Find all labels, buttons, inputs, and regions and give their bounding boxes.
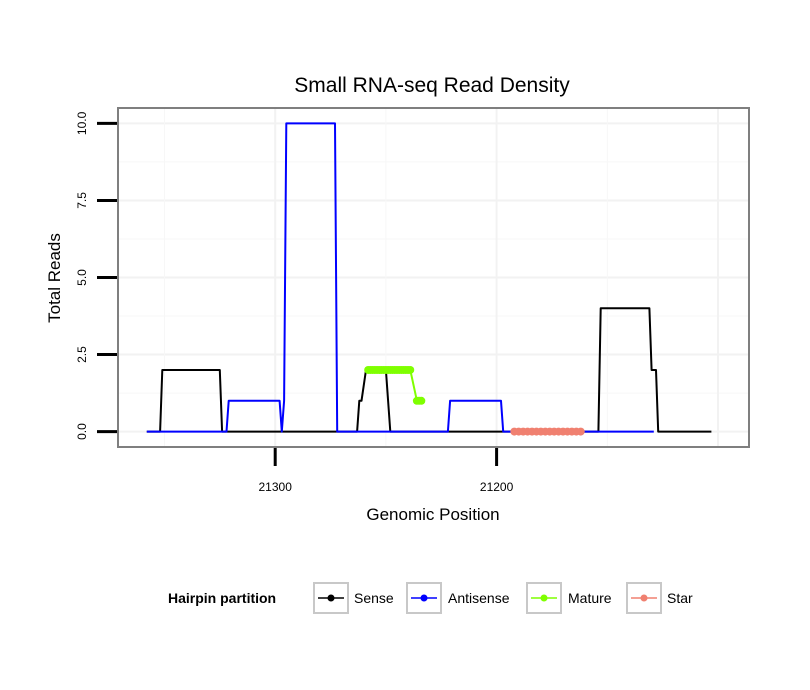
y-axis: 0.0 2.5 5.0 7.5 10.0 [75,111,117,440]
y-tick-label: 0.0 [75,423,89,440]
legend-item-sense: Sense [313,582,394,614]
series-antisense [146,122,654,433]
x-tick-label: 21300 [259,480,293,494]
legend-label-mature: Mature [568,590,612,606]
x-axis-title: Genomic Position [366,505,499,524]
legend-label-sense: Sense [354,590,394,606]
series-mature [364,365,426,405]
legend-item-mature: Mature [526,582,612,614]
data-point-mature [417,396,426,405]
legend-swatch-antisense [420,594,428,602]
series-star [510,427,585,436]
y-axis-title: Total Reads [45,233,64,323]
legend-item-star: Star [626,582,693,614]
y-tick-label: 5.0 [75,269,89,286]
x-axis: 21300 21200 [259,448,514,494]
y-tick-label: 10.0 [75,111,89,135]
legend-item-antisense: Antisense [406,582,510,614]
legend-label-star: Star [667,590,693,606]
legend-label-antisense: Antisense [448,590,510,606]
y-tick-label: 7.5 [75,192,89,209]
data-point-star [576,427,585,436]
legend-swatch-mature [540,594,548,602]
chart-title: Small RNA-seq Read Density [294,74,570,97]
legend: Hairpin partition Sense Antisense Mature… [168,582,693,614]
legend-title: Hairpin partition [168,590,276,606]
legend-swatch-star [640,594,648,602]
data-point-mature [406,365,415,374]
series-line-antisense [146,122,654,433]
series-layer [146,122,712,436]
x-tick-label: 21200 [480,480,514,494]
legend-swatch-sense [327,594,335,602]
y-tick-label: 2.5 [75,346,89,363]
